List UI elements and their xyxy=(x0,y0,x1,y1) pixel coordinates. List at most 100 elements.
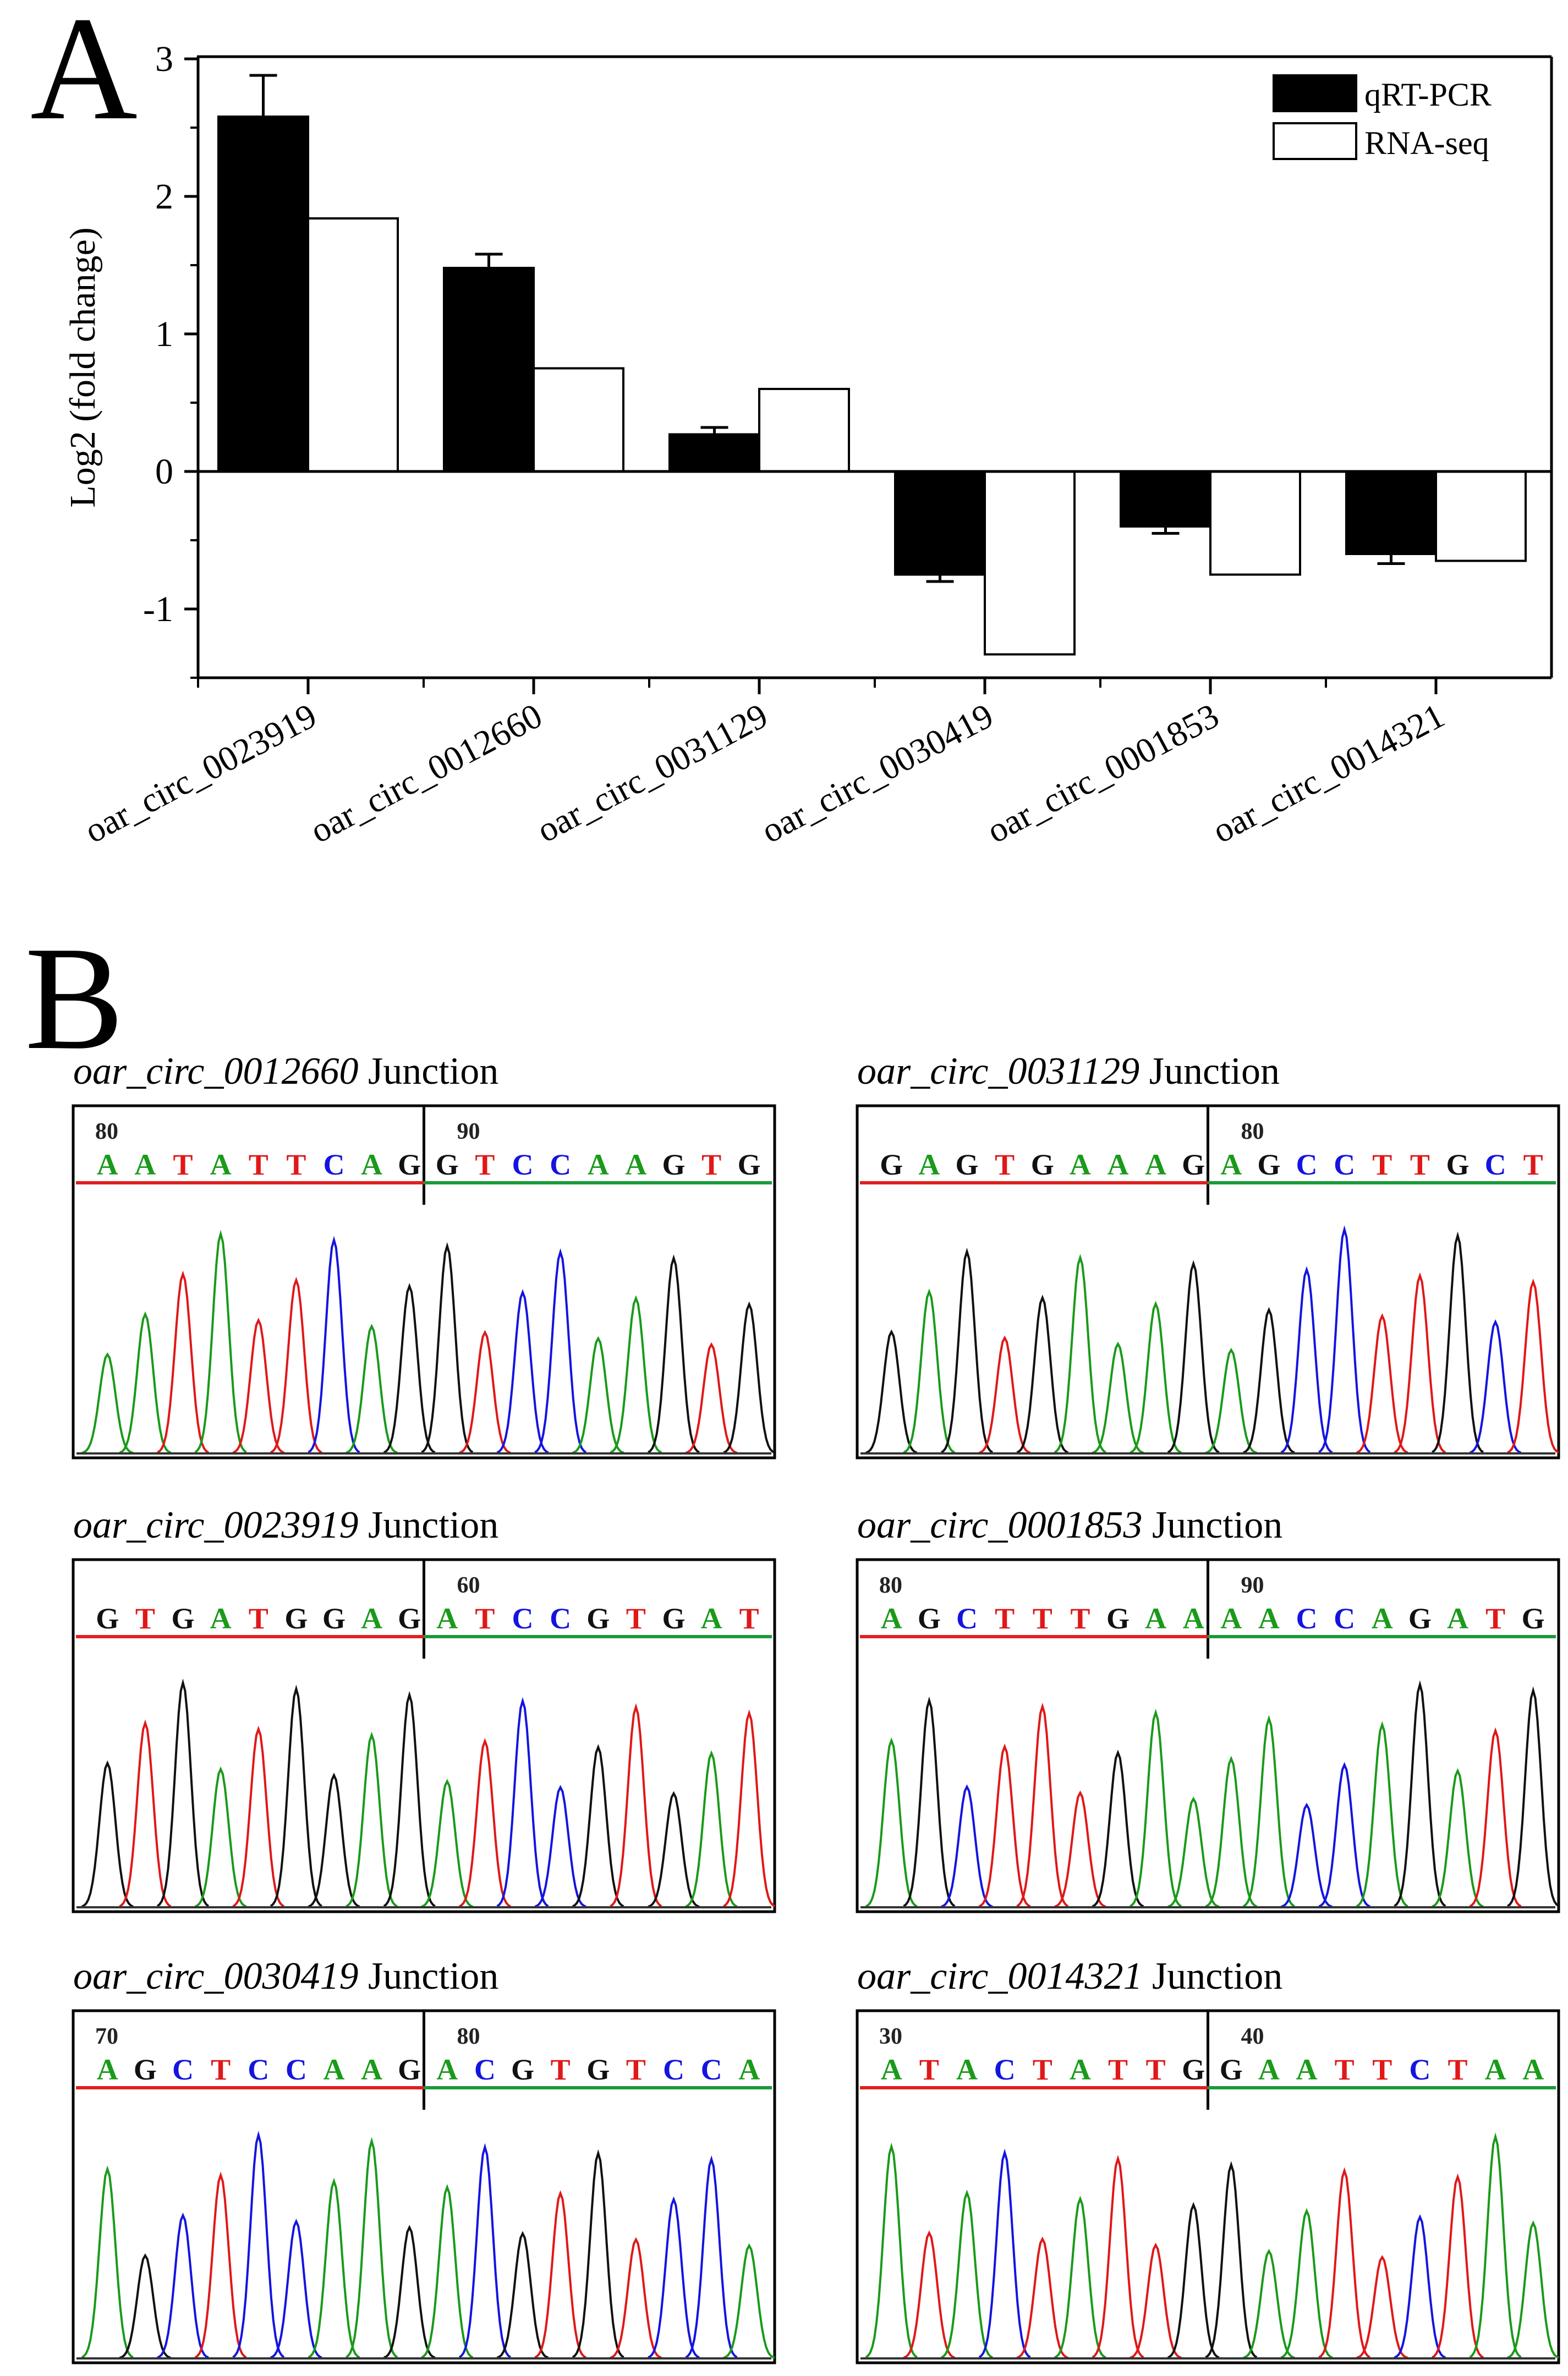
trace-peak xyxy=(81,2165,134,2358)
base-call: G xyxy=(1257,1148,1280,1181)
position-number: 90 xyxy=(457,1119,480,1144)
base-call: A xyxy=(1220,1602,1242,1635)
trace-peak xyxy=(1469,1319,1522,1454)
trace-title: oar_circ_0030419 Junction xyxy=(73,1955,498,1998)
base-call: C xyxy=(956,1602,978,1635)
base-call: A xyxy=(956,2053,978,2086)
trace-peak xyxy=(940,1247,994,1453)
trace-peak xyxy=(308,1236,360,1453)
trace-peak xyxy=(1280,1266,1333,1453)
trace-peak xyxy=(156,1678,210,1907)
trace-peak xyxy=(1243,1307,1295,1454)
base-call: G xyxy=(134,2053,157,2086)
base-call: T xyxy=(211,2053,231,2086)
trace-peak xyxy=(534,1248,587,1453)
trace-title-junction: Junction xyxy=(1142,1504,1282,1546)
bar-rna-seq xyxy=(984,470,1076,656)
trace-peak xyxy=(685,2155,738,2358)
base-call: T xyxy=(1372,1148,1392,1181)
trace-peak xyxy=(534,1785,586,1908)
trace-peak xyxy=(572,1336,624,1454)
trace-title-junction: Junction xyxy=(358,1050,498,1093)
trace-peak xyxy=(865,1329,918,1454)
base-call: A xyxy=(1522,2053,1544,2086)
base-call: A xyxy=(881,2053,902,2086)
legend-swatch-qrt-pcr xyxy=(1273,74,1357,112)
base-call: A xyxy=(738,2053,760,2086)
bars xyxy=(217,116,1527,656)
base-call: G xyxy=(172,1602,195,1635)
base-call: C xyxy=(550,1148,571,1181)
base-call: T xyxy=(173,1148,193,1181)
error-bars xyxy=(249,74,1405,583)
trace-peak xyxy=(496,2231,549,2359)
trace-title-name: oar_circ_0014321 xyxy=(857,1955,1142,1998)
trace-peak xyxy=(1054,2196,1106,2359)
base-call: A xyxy=(361,1148,382,1181)
trace-peak xyxy=(1167,1796,1220,1908)
x-tick-label: oar_circ_0030419 xyxy=(755,696,999,850)
trace-peak xyxy=(383,1283,436,1454)
trace-peak xyxy=(383,1691,436,1907)
base-call: A xyxy=(1070,1148,1091,1181)
trace-peak xyxy=(1394,2214,1446,2359)
trace-peak xyxy=(1054,1790,1106,1908)
trace-peak xyxy=(232,2131,285,2358)
base-call: A xyxy=(1447,1602,1468,1635)
base-call: T xyxy=(1033,2053,1052,2086)
base-call: T xyxy=(475,1148,495,1181)
base-call: T xyxy=(1070,1602,1090,1635)
base-call: C xyxy=(1296,1602,1318,1635)
trace-peak xyxy=(308,1773,360,1908)
base-call: A xyxy=(1145,1148,1166,1181)
base-call: T xyxy=(1146,2053,1166,2086)
trace-peak xyxy=(686,1342,738,1454)
x-axis-ticks xyxy=(197,678,1438,694)
trace-peak xyxy=(903,1288,956,1454)
base-call: A xyxy=(97,2053,118,2086)
base-call: C xyxy=(172,2053,194,2086)
trace-peak xyxy=(1130,1709,1182,1907)
trace-peak xyxy=(1280,1803,1333,1908)
trace-peak xyxy=(723,2243,775,2359)
trace-peak xyxy=(1130,1301,1182,1454)
base-call: A xyxy=(918,1148,940,1181)
trace-peak xyxy=(1016,1294,1069,1454)
base-call: C xyxy=(286,2053,307,2086)
legend-label-rna-seq: RNA-seq xyxy=(1364,125,1489,161)
position-number: 70 xyxy=(95,2024,118,2049)
base-call: T xyxy=(626,2053,646,2086)
trace-peak xyxy=(1432,1768,1484,1908)
base-call: A xyxy=(588,1148,609,1181)
trace-peak xyxy=(534,2190,586,2359)
base-call: G xyxy=(398,1148,421,1181)
base-call: A xyxy=(1296,2053,1318,2086)
trace-peak xyxy=(1243,2248,1295,2359)
trace-peak xyxy=(903,1696,956,1907)
bar-rna-seq xyxy=(533,367,624,473)
trace-title: oar_circ_0001853 Junction xyxy=(857,1504,1282,1546)
trace-peak xyxy=(978,1743,1031,1908)
base-call: A xyxy=(881,1602,902,1635)
trace-peak xyxy=(1507,1686,1560,1907)
trace-peak xyxy=(421,1242,474,1453)
base-call: T xyxy=(249,1148,268,1181)
base-call: G xyxy=(511,2053,534,2086)
base-call: A xyxy=(701,1602,722,1635)
position-number: 80 xyxy=(457,2024,480,2049)
y-tick-label: 3 xyxy=(155,39,173,79)
trace-peak xyxy=(1394,1680,1446,1907)
base-call: A xyxy=(1107,1148,1128,1181)
trace-peak xyxy=(1092,1749,1144,1908)
trace-peak xyxy=(979,1335,1031,1454)
y-tick-label: 1 xyxy=(155,314,173,354)
trace-peak xyxy=(1431,1231,1484,1453)
trace-peak xyxy=(1469,2132,1522,2358)
base-call: G xyxy=(880,1148,903,1181)
base-call: T xyxy=(135,1602,155,1635)
trace-peak xyxy=(496,1697,549,1907)
trace-peak xyxy=(1318,1225,1371,1453)
